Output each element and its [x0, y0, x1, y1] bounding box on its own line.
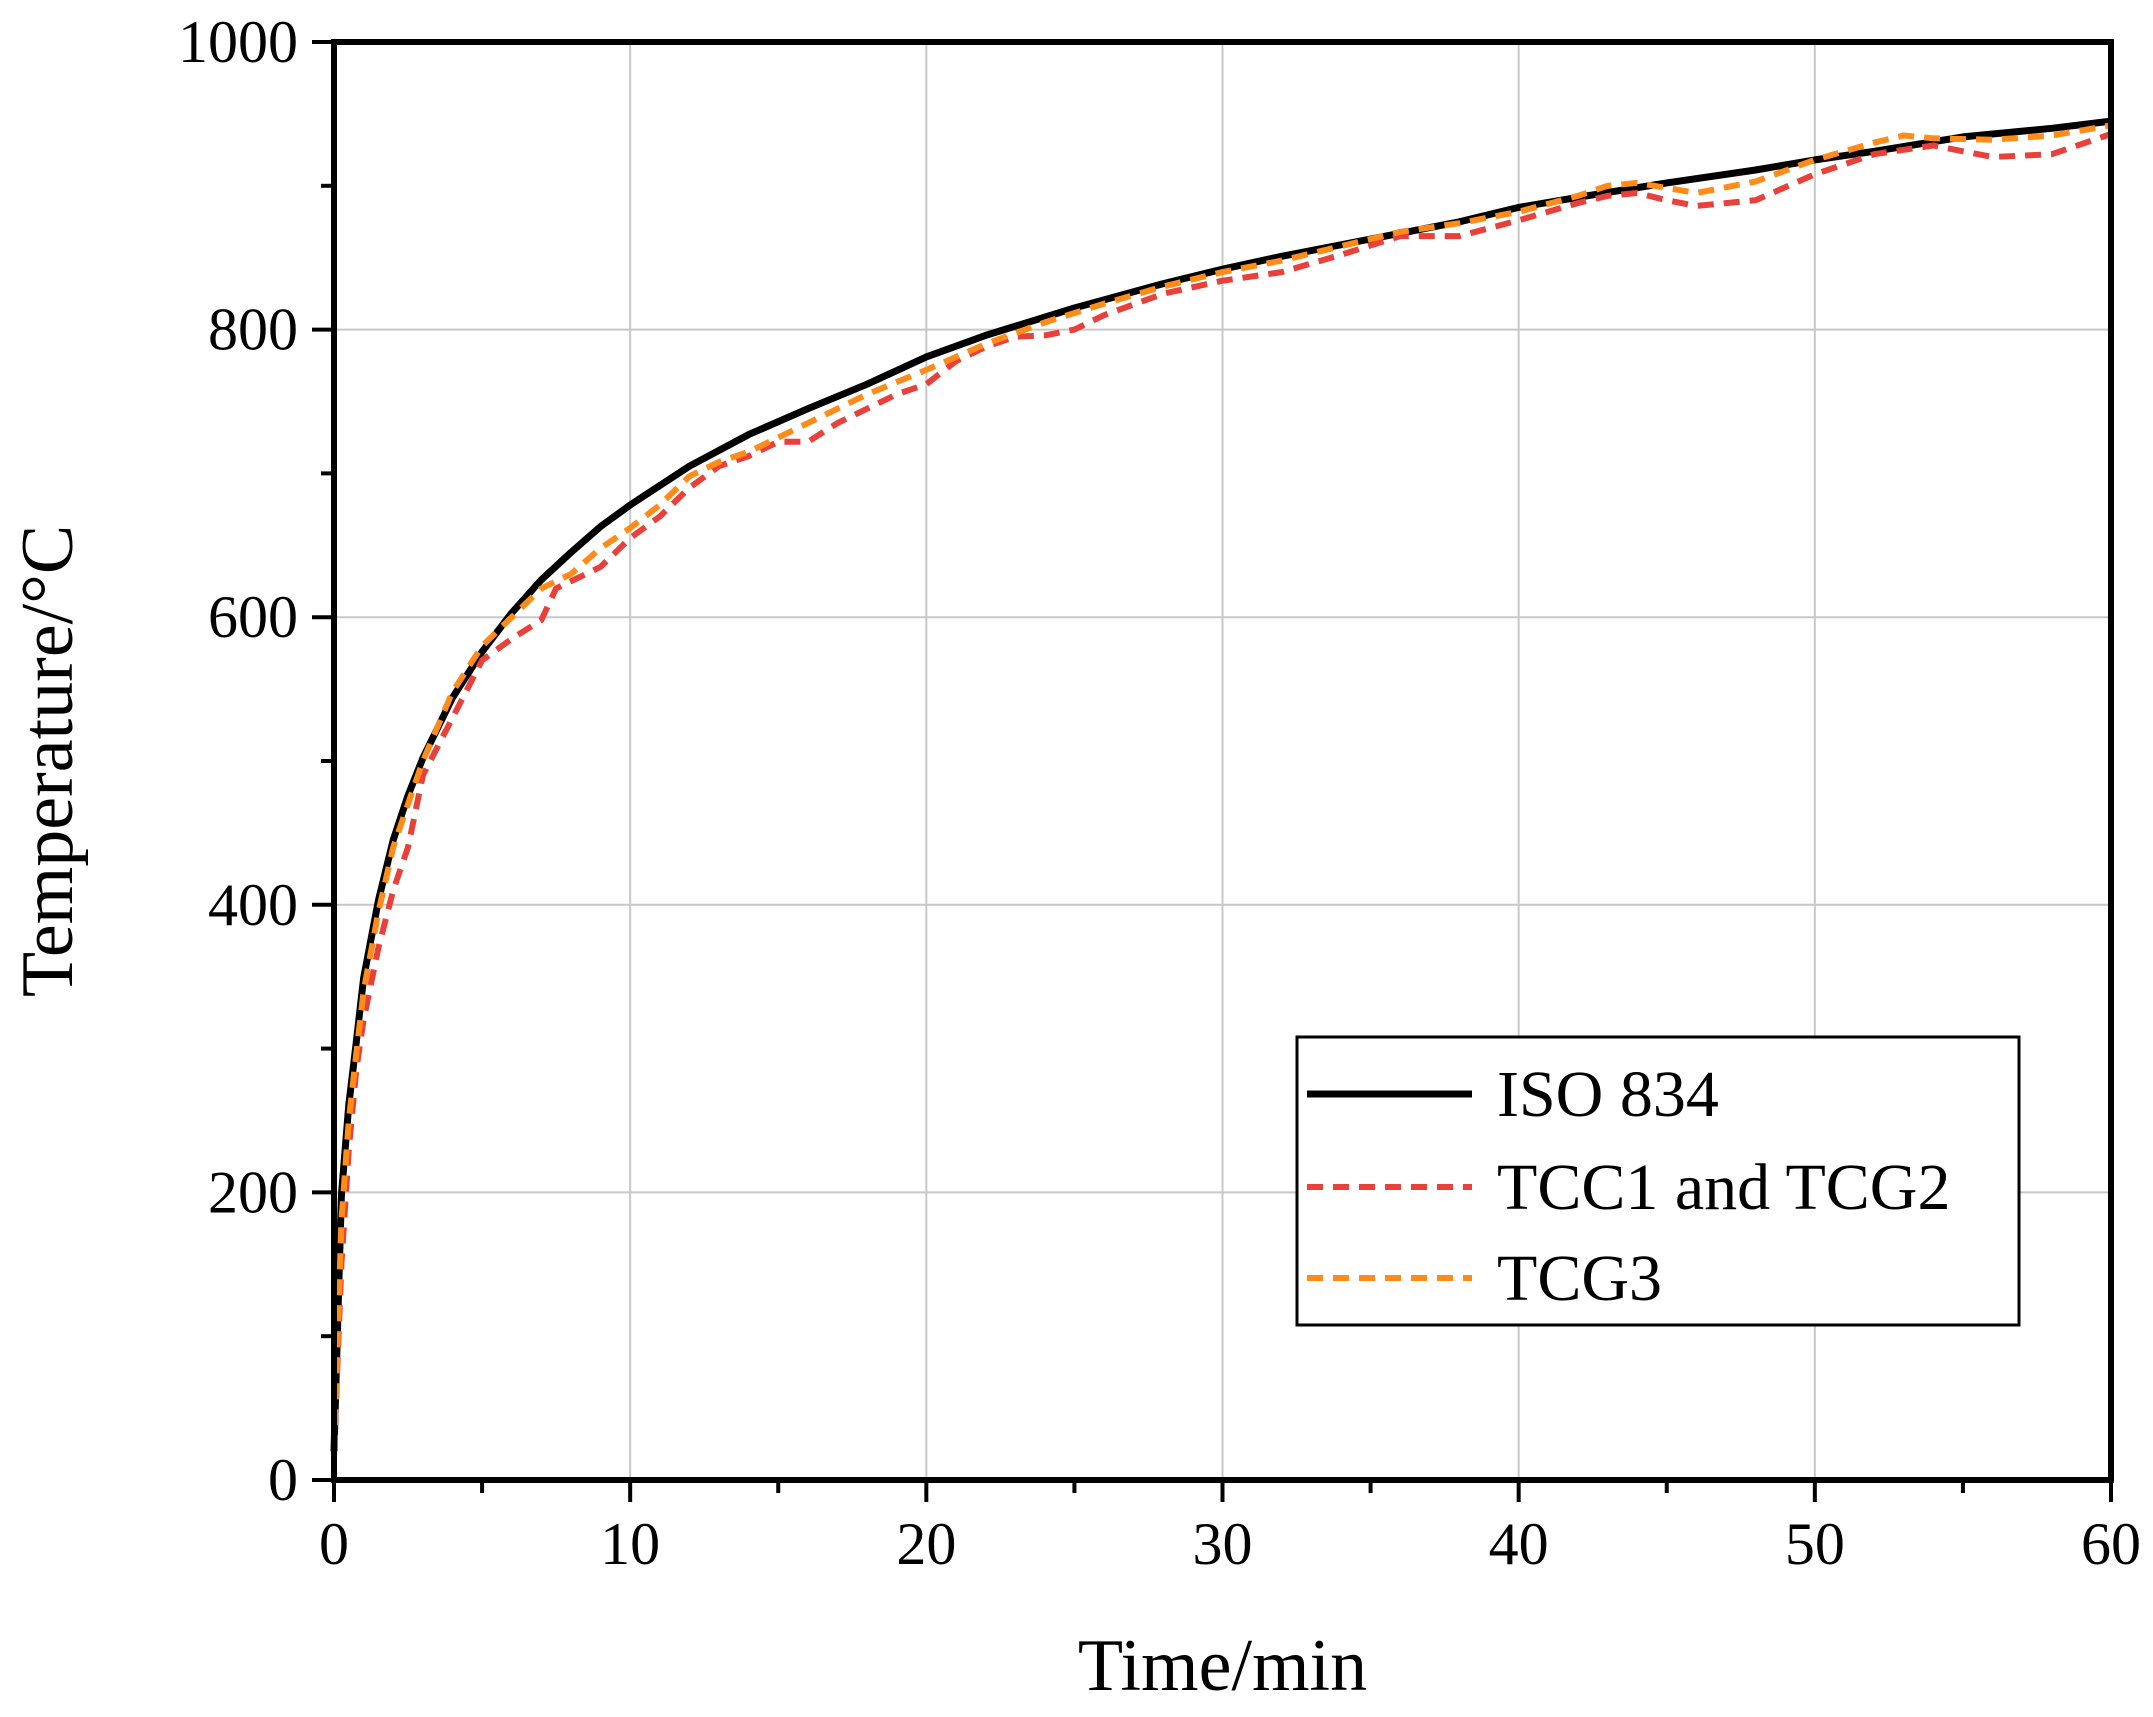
series-lines — [330, 117, 2112, 1452]
series-line-tcc1-and-tcg2 — [331, 131, 2112, 1452]
y-tick-label: 600 — [208, 584, 298, 650]
legend-label: TCC1 and TCG2 — [1497, 1151, 1950, 1224]
y-axis-title: Temperature/°C — [7, 525, 89, 997]
x-tick-label: 50 — [1785, 1511, 1845, 1577]
x-tick-label: 20 — [896, 1511, 956, 1577]
x-tick-label: 60 — [2081, 1511, 2141, 1577]
legend-entry-tcg3: TCG3 — [1307, 1242, 1662, 1315]
series-line-iso-834 — [330, 117, 2112, 1452]
y-tick-label: 1000 — [178, 9, 298, 75]
legend-entry-iso-834: ISO 834 — [1307, 1058, 1719, 1131]
y-tick-label: 200 — [208, 1159, 298, 1225]
legend: ISO 834 TCC1 and TCG2 TCG3 — [1295, 1035, 2021, 1327]
x-tick-label: 10 — [600, 1511, 660, 1577]
y-tick-label: 800 — [208, 297, 298, 363]
legend-label: TCG3 — [1497, 1242, 1662, 1315]
legend-entry-tcc1-and-tcg2: TCC1 and TCG2 — [1307, 1151, 1950, 1224]
x-axis-title: Time/min — [1078, 1625, 1367, 1707]
x-tick-label: 0 — [319, 1511, 349, 1577]
y-tick-label: 400 — [208, 872, 298, 938]
series-line-tcg3 — [331, 122, 2112, 1452]
x-tick-label: 40 — [1489, 1511, 1549, 1577]
legend-label: ISO 834 — [1497, 1058, 1719, 1131]
y-tick-label: 0 — [268, 1447, 298, 1513]
x-tick-label: 30 — [1193, 1511, 1253, 1577]
